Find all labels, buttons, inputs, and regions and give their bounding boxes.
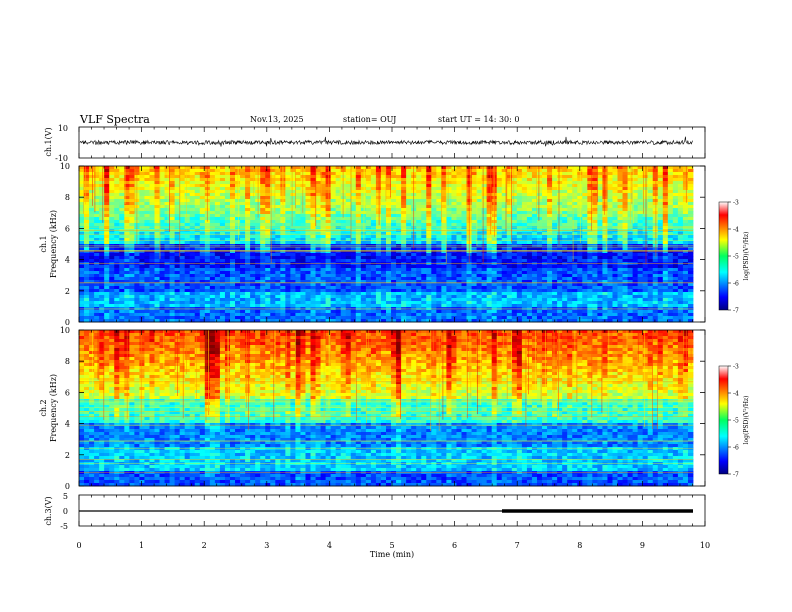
ch1-colorbar-ticks: -3 -4 -5 -6 -7 bbox=[728, 200, 739, 315]
chart-title: VLF Spectra bbox=[79, 113, 150, 126]
ch3-ytick-mid: 0 bbox=[63, 507, 68, 516]
ch2-colorbar-label: log(PSD)(V²/Hz) bbox=[743, 396, 750, 445]
time-tick-label: 0 bbox=[76, 541, 81, 550]
ch2-spec-ylabel: Frequency (kHz) bbox=[49, 374, 58, 442]
colorbar-tick-label: -7 bbox=[733, 308, 739, 315]
ch1-spec-ylabel-top: ch.1 bbox=[39, 235, 48, 252]
ch1-spec-ylabel: Frequency (kHz) bbox=[49, 210, 58, 278]
time-tick-label: 10 bbox=[700, 541, 710, 550]
freq-tick-label: 4 bbox=[65, 420, 70, 429]
freq-tick-label: 10 bbox=[60, 162, 70, 171]
ch2-spec-ylabel-top: ch.2 bbox=[39, 399, 48, 416]
freq-tick-label: 10 bbox=[60, 326, 70, 335]
colorbar-tick-label: -3 bbox=[733, 200, 739, 207]
freq-tick-label: 2 bbox=[65, 287, 70, 296]
ch3-trace-panel: 5 0 -5 ch.3(V) bbox=[44, 492, 705, 531]
freq-tick-label: 8 bbox=[65, 357, 70, 366]
time-tick-label: 8 bbox=[577, 541, 582, 550]
freq-tick-label: 8 bbox=[65, 193, 70, 202]
colorbar-tick-label: -6 bbox=[733, 445, 739, 452]
freq-tick-label: 6 bbox=[65, 224, 70, 233]
ch1-waveform-panel: 10 -10 ch.1(V) bbox=[44, 124, 705, 163]
freq-tick-label: 2 bbox=[65, 451, 70, 460]
colorbar-tick-label: -4 bbox=[733, 227, 739, 234]
ch2-colorbar-ticks: -3 -4 -5 -6 -7 bbox=[728, 364, 739, 479]
station-label: station= OUJ bbox=[343, 115, 396, 124]
ch3-ytick-bottom: -5 bbox=[60, 522, 68, 531]
ch2-colorbar bbox=[719, 366, 728, 474]
colorbar-tick-label: -7 bbox=[733, 472, 739, 479]
start-time-label: start UT = 14: 30: 0 bbox=[438, 115, 519, 124]
time-tick-label: 7 bbox=[515, 541, 520, 550]
freq-tick-label: 6 bbox=[65, 388, 70, 397]
colorbar-tick-label: -3 bbox=[733, 364, 739, 371]
time-tick-label: 5 bbox=[389, 541, 394, 550]
ch3-ytick-top: 5 bbox=[63, 492, 68, 501]
date-label: Nov.13, 2025 bbox=[250, 115, 304, 124]
time-tick-label: 3 bbox=[264, 541, 269, 550]
ch1-colorbar bbox=[719, 202, 728, 310]
freq-tick-label: 0 bbox=[65, 482, 70, 491]
freq-tick-label: 4 bbox=[65, 256, 70, 265]
time-tick-label: 6 bbox=[452, 541, 457, 550]
time-axis-tick-labels: 0 1 2 3 4 5 6 7 8 9 10 bbox=[76, 541, 710, 550]
ch1-colorbar-label: log(PSD)(V²/Hz) bbox=[743, 232, 750, 281]
ch2-spectrogram-image bbox=[79, 330, 705, 486]
ch1-ytick-top: 10 bbox=[58, 124, 68, 133]
ch3-ylabel: ch.3(V) bbox=[44, 496, 53, 525]
ch1-spectrogram-image bbox=[79, 166, 705, 322]
time-tick-label: 4 bbox=[327, 541, 332, 550]
colorbar-tick-label: -5 bbox=[733, 254, 739, 261]
colorbar-tick-label: -5 bbox=[733, 418, 739, 425]
ch1-ylabel: ch.1(V) bbox=[44, 127, 53, 156]
time-tick-label: 1 bbox=[139, 541, 144, 550]
time-tick-label: 9 bbox=[640, 541, 645, 550]
colorbar-tick-label: -4 bbox=[733, 391, 739, 398]
time-tick-label: 2 bbox=[202, 541, 207, 550]
colorbar-tick-label: -6 bbox=[733, 281, 739, 288]
time-axis-label: Time (min) bbox=[370, 550, 414, 559]
